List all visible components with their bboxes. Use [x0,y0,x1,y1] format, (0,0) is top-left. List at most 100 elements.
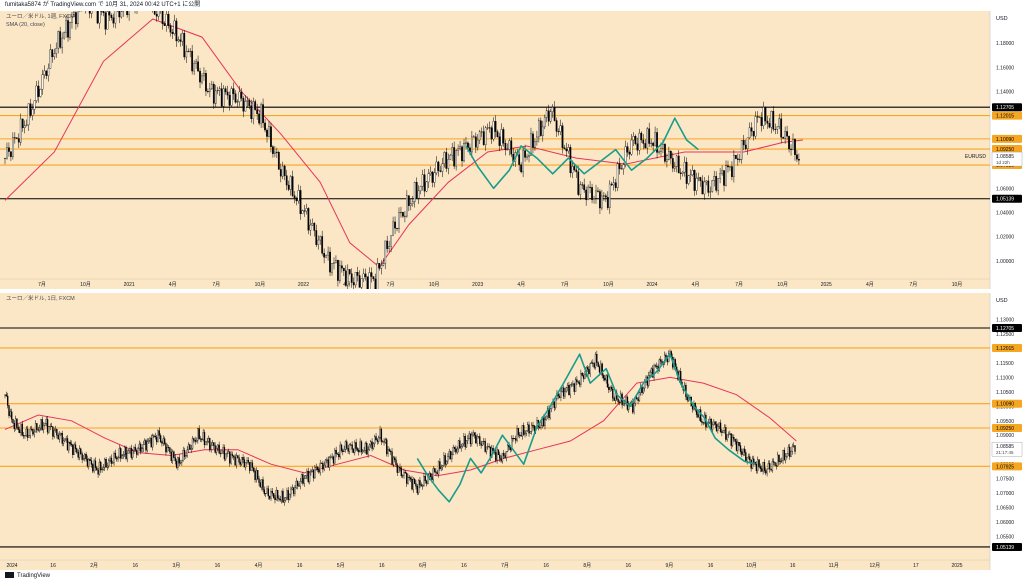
daily-chart-panel: USD1.130001.125001.120001.115001.110001.… [0,293,1024,570]
daily-candle [759,466,762,469]
daily-candle [379,429,381,438]
weekly-candle [616,163,619,188]
daily-candle [312,469,315,479]
daily-candle [624,402,626,404]
weekly-candle [299,190,302,214]
weekly-y-tick-label: 1.16000 [996,65,1014,71]
weekly-candle [474,136,477,148]
weekly-candle [770,110,773,128]
daily-candle [554,397,557,408]
weekly-candle [246,100,249,102]
daily-candle [169,447,171,453]
weekly-candle [364,273,367,277]
daily-candle [130,448,133,458]
weekly-candle [685,161,688,184]
weekly-candle [518,154,521,165]
weekly-candle [346,269,349,286]
daily-candle [68,442,70,451]
weekly-candle [193,63,195,72]
weekly-candle [283,165,286,176]
weekly-candle [453,147,456,167]
daily-candle [81,453,83,460]
daily-candle [375,436,377,440]
daily-level-tag [992,542,1022,551]
daily-candle [117,457,119,460]
weekly-candle [45,70,48,76]
daily-candle [159,435,162,443]
daily-candle [757,459,759,471]
weekly-candle [733,155,735,177]
weekly-candle [713,176,716,181]
daily-candle [258,478,260,483]
daily-candle [174,457,176,462]
daily-x-tick-label: 17 [913,563,919,569]
weekly-candle [118,11,121,18]
daily-candle [295,480,297,488]
weekly-candle [163,23,166,26]
weekly-candle [744,144,747,149]
daily-candle [794,445,796,452]
weekly-candle [798,159,800,161]
daily-y-tick-label: 1.05500 [996,535,1014,541]
weekly-y-tick-label: 1.04000 [996,211,1014,217]
daily-candle [741,451,743,455]
daily-candle [266,488,268,494]
weekly-candle [258,113,261,124]
weekly-y-tick-label: 1.02000 [996,235,1014,241]
daily-x-tick-label: 2月 [90,563,98,569]
daily-candle [92,464,94,472]
daily-candle [715,424,718,431]
weekly-candle [522,150,524,173]
daily-candle [432,468,434,480]
daily-candle [261,479,263,488]
daily-candle [354,442,356,453]
weekly-candle [12,137,14,157]
weekly-candle [786,131,788,137]
daily-candle [368,444,371,450]
daily-candle [298,485,300,487]
weekly-candle [740,140,743,160]
daily-candle [17,427,19,430]
daily-candle [314,467,316,479]
daily-level-tag [992,324,1022,333]
weekly-candle [640,132,643,141]
daily-candle [582,375,585,379]
daily-candle [104,459,106,468]
weekly-candle [236,101,239,103]
weekly-candle [285,175,288,186]
weekly-candle [443,152,446,164]
weekly-candle [262,104,264,124]
weekly-candle [153,11,156,15]
daily-candle [190,448,192,450]
weekly-candle [709,191,712,193]
weekly-candle [114,11,117,24]
daily-candle [441,465,444,468]
daily-candle [138,443,141,449]
daily-candle [496,449,498,461]
daily-candle [360,441,363,453]
weekly-candle [222,88,225,107]
daily-candle [382,441,384,443]
weekly-candle [774,128,777,130]
weekly-candle [370,272,373,277]
weekly-candle [205,73,207,92]
weekly-candle [254,101,257,110]
daily-candle [217,444,219,449]
weekly-candle [494,121,497,132]
daily-candle [28,435,30,438]
daily-candle [622,403,625,406]
weekly-candle [431,171,434,183]
weekly-candle [591,187,593,200]
weekly-candle [368,272,371,289]
daily-candle [725,427,727,440]
daily-x-tick-label: 16 [50,563,56,569]
weekly-y-tick-label: 1.00000 [996,259,1014,265]
daily-candle [268,495,271,499]
daily-candle [407,476,409,484]
weekly-candle [427,173,430,183]
weekly-candle [297,190,300,202]
daily-candle [500,458,502,462]
daily-candle [151,435,154,448]
daily-candle [339,444,341,458]
weekly-candle [652,142,655,146]
